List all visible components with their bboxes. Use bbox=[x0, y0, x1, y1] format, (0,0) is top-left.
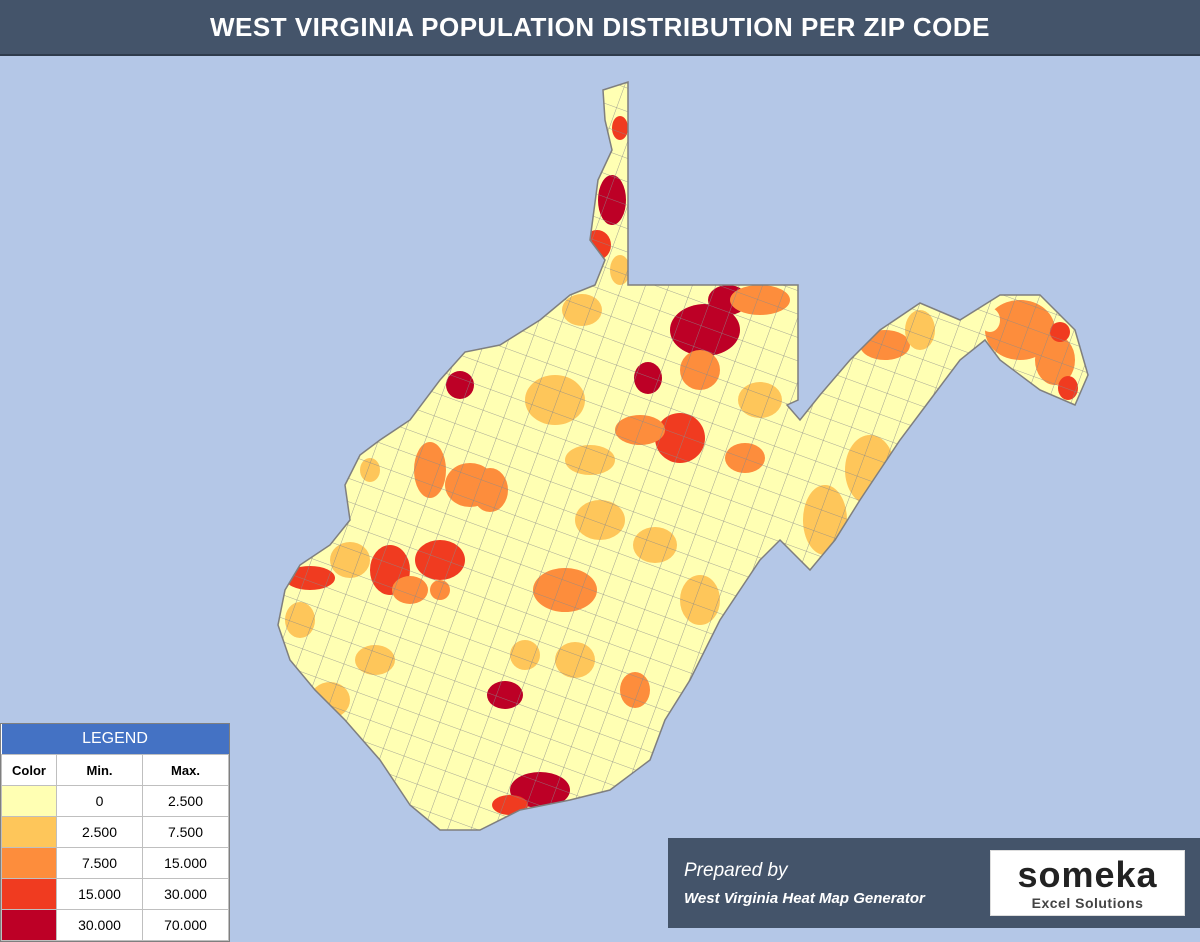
legend-min: 0 bbox=[56, 785, 143, 817]
generator-name: West Virginia Heat Map Generator bbox=[684, 890, 925, 907]
legend-max: 30.000 bbox=[142, 878, 229, 910]
logo-subtitle: Excel Solutions bbox=[1031, 895, 1144, 911]
legend-heading: LEGEND bbox=[1, 724, 229, 755]
legend-max: 70.000 bbox=[142, 909, 229, 941]
legend-row: 15.000 30.000 bbox=[1, 878, 229, 910]
legend: LEGEND Color Min. Max. 0 2.500 2.500 7.5… bbox=[0, 723, 230, 942]
legend-row: 30.000 70.000 bbox=[1, 909, 229, 941]
legend-min: 15.000 bbox=[56, 878, 143, 910]
legend-swatch bbox=[1, 847, 57, 879]
legend-col-max: Max. bbox=[142, 754, 229, 786]
legend-swatch bbox=[1, 909, 57, 941]
legend-row: 2.500 7.500 bbox=[1, 816, 229, 848]
legend-row: 7.500 15.000 bbox=[1, 847, 229, 879]
west-virginia-map bbox=[277, 81, 1089, 831]
legend-min: 7.500 bbox=[56, 847, 143, 879]
legend-swatch bbox=[1, 785, 57, 817]
map-area bbox=[0, 56, 1200, 928]
title-bar: WEST VIRGINIA POPULATION DISTRIBUTION PE… bbox=[0, 0, 1200, 56]
zip-boundaries bbox=[278, 82, 1088, 830]
page-title: WEST VIRGINIA POPULATION DISTRIBUTION PE… bbox=[209, 11, 990, 42]
logo-brand: someka bbox=[1017, 854, 1158, 895]
legend-col-color: Color bbox=[1, 754, 57, 786]
legend-max: 7.500 bbox=[142, 816, 229, 848]
legend-swatch bbox=[1, 878, 57, 910]
legend-max: 2.500 bbox=[142, 785, 229, 817]
legend-row: 0 2.500 bbox=[1, 785, 229, 817]
legend-max: 15.000 bbox=[142, 847, 229, 879]
legend-col-min: Min. bbox=[56, 754, 143, 786]
legend-table: LEGEND Color Min. Max. 0 2.500 2.500 7.5… bbox=[1, 724, 229, 941]
someka-logo[interactable]: someka Excel Solutions bbox=[990, 850, 1185, 916]
legend-min: 2.500 bbox=[56, 816, 143, 848]
footer-panel: Prepared by West Virginia Heat Map Gener… bbox=[668, 838, 1200, 928]
legend-swatch bbox=[1, 816, 57, 848]
prepared-by-label: Prepared by bbox=[684, 860, 788, 881]
legend-min: 30.000 bbox=[56, 909, 143, 941]
